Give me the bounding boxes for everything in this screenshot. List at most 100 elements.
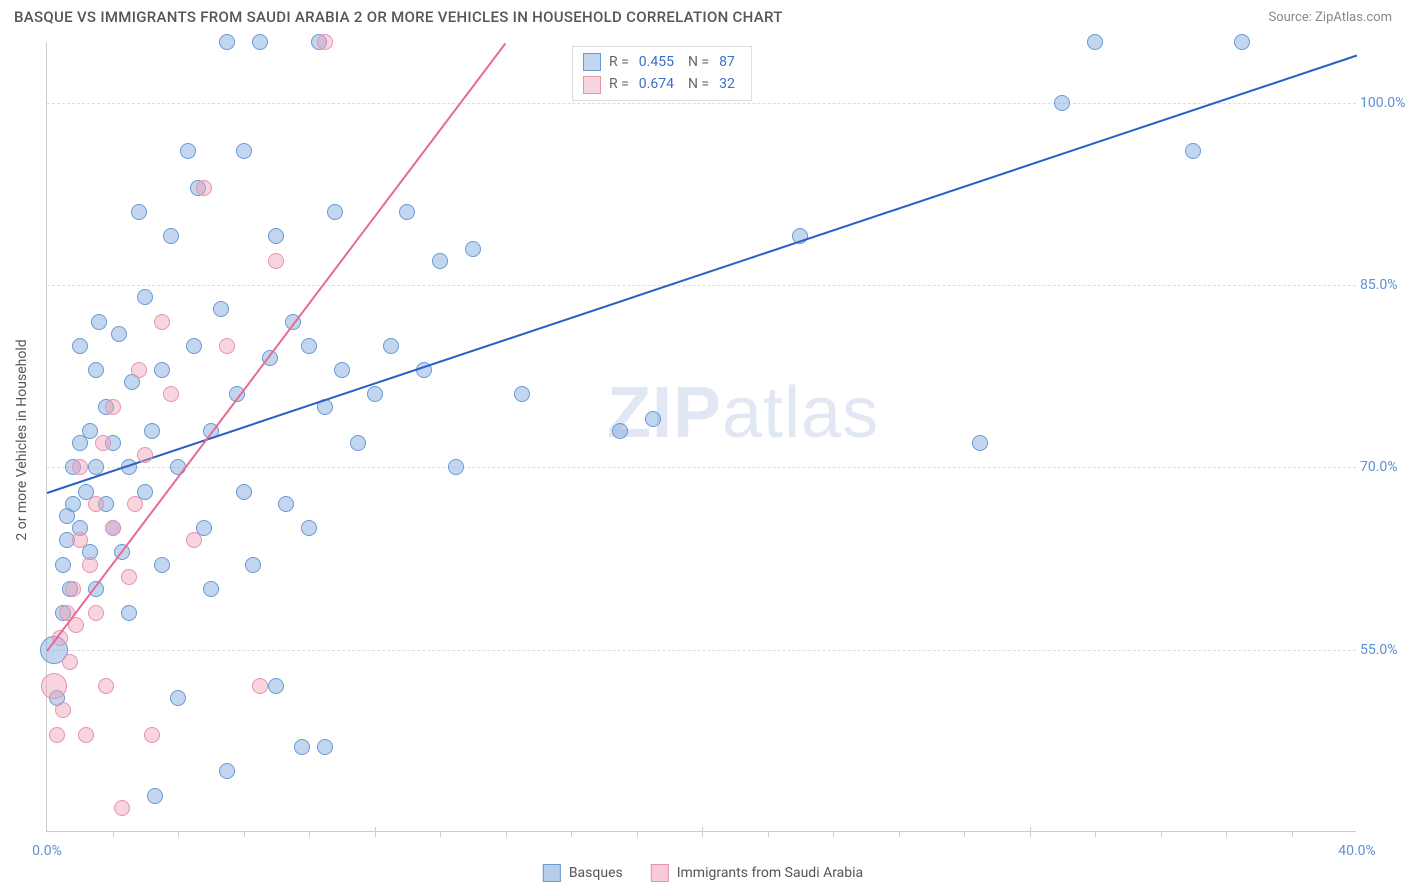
- gridline: [47, 650, 1356, 651]
- data-point: [1087, 34, 1103, 50]
- data-point: [147, 788, 163, 804]
- data-point: [111, 326, 127, 342]
- data-point: [121, 569, 137, 585]
- legend-label: Immigrants from Saudi Arabia: [677, 865, 863, 881]
- data-point: [137, 447, 153, 463]
- data-point: [144, 727, 160, 743]
- data-point: [62, 654, 78, 670]
- data-point: [399, 204, 415, 220]
- y-tick-label: 100.0%: [1360, 95, 1406, 111]
- data-point: [144, 423, 160, 439]
- data-point: [88, 496, 104, 512]
- x-tick: [244, 831, 245, 837]
- legend-swatch: [651, 864, 669, 882]
- data-point: [236, 484, 252, 500]
- data-point: [252, 34, 268, 50]
- data-point: [105, 399, 121, 415]
- data-point: [98, 678, 114, 694]
- x-tick: [178, 831, 179, 837]
- data-point: [65, 581, 81, 597]
- x-tick: [768, 831, 769, 837]
- x-tick-label: 40.0%: [1338, 843, 1376, 859]
- series-swatch: [583, 76, 601, 94]
- x-tick: [1095, 831, 1096, 837]
- data-point: [236, 143, 252, 159]
- data-point: [170, 690, 186, 706]
- chart-header: BASQUE VS IMMIGRANTS FROM SAUDI ARABIA 2…: [0, 0, 1406, 32]
- data-point: [203, 581, 219, 597]
- data-point: [1054, 95, 1070, 111]
- data-point: [213, 301, 229, 317]
- data-point: [465, 241, 481, 257]
- data-point: [1185, 143, 1201, 159]
- data-point: [268, 253, 284, 269]
- stat-n-label: N =: [688, 51, 709, 73]
- chart-legend: Basques Immigrants from Saudi Arabia: [543, 864, 863, 882]
- data-point: [219, 34, 235, 50]
- data-point: [82, 423, 98, 439]
- x-tick: [964, 831, 965, 837]
- data-point: [196, 180, 212, 196]
- stat-r-value: 0.674: [639, 73, 674, 95]
- stat-r-label: R =: [609, 73, 629, 95]
- gridline: [47, 103, 1356, 104]
- data-point: [55, 557, 71, 573]
- legend-label: Basques: [569, 865, 623, 881]
- data-point: [137, 289, 153, 305]
- y-tick-label: 55.0%: [1360, 642, 1406, 658]
- data-point: [972, 435, 988, 451]
- data-point: [367, 386, 383, 402]
- data-point: [154, 362, 170, 378]
- chart-title: BASQUE VS IMMIGRANTS FROM SAUDI ARABIA 2…: [14, 8, 783, 26]
- data-point: [252, 678, 268, 694]
- legend-swatch: [543, 864, 561, 882]
- data-point: [154, 557, 170, 573]
- data-point: [432, 253, 448, 269]
- y-tick-label: 85.0%: [1360, 277, 1406, 293]
- data-point: [278, 496, 294, 512]
- data-point: [72, 338, 88, 354]
- x-tick-label: 0.0%: [32, 843, 62, 859]
- series-swatch: [583, 53, 601, 71]
- data-point: [245, 557, 261, 573]
- data-point: [41, 673, 67, 699]
- x-tick: [1030, 827, 1031, 837]
- data-point: [154, 314, 170, 330]
- y-tick-label: 70.0%: [1360, 459, 1406, 475]
- data-point: [127, 496, 143, 512]
- data-point: [383, 338, 399, 354]
- data-point: [301, 338, 317, 354]
- x-tick: [702, 827, 703, 837]
- data-point: [121, 605, 137, 621]
- data-point: [88, 605, 104, 621]
- trend-line: [46, 42, 506, 651]
- correlation-stats-box: R = 0.455N = 87R = 0.674N = 32: [572, 46, 752, 101]
- data-point: [55, 702, 71, 718]
- data-point: [114, 800, 130, 816]
- x-tick: [1226, 831, 1227, 837]
- stat-n-value: 87: [719, 51, 735, 73]
- data-point: [82, 557, 98, 573]
- data-point: [105, 520, 121, 536]
- stat-r-label: R =: [609, 51, 629, 73]
- data-point: [350, 435, 366, 451]
- legend-item: Basques: [543, 864, 623, 882]
- data-point: [219, 338, 235, 354]
- x-tick: [309, 831, 310, 837]
- data-point: [131, 204, 147, 220]
- stats-row: R = 0.455N = 87: [583, 51, 741, 73]
- x-tick: [571, 831, 572, 837]
- data-point: [294, 739, 310, 755]
- data-point: [78, 727, 94, 743]
- data-point: [268, 678, 284, 694]
- data-point: [334, 362, 350, 378]
- x-tick: [899, 831, 900, 837]
- data-point: [301, 520, 317, 536]
- data-point: [1234, 34, 1250, 50]
- data-point: [448, 459, 464, 475]
- stats-row: R = 0.674N = 32: [583, 73, 741, 95]
- data-point: [327, 204, 343, 220]
- data-point: [180, 143, 196, 159]
- data-point: [72, 459, 88, 475]
- stat-n-value: 32: [719, 73, 735, 95]
